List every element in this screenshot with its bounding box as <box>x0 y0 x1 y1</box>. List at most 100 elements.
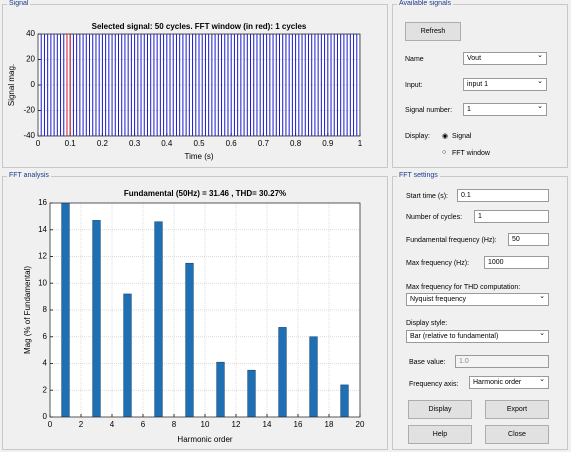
name-dropdown[interactable]: Vout <box>463 51 547 65</box>
label: Frequency axis: <box>409 381 459 388</box>
axis-dropdown[interactable]: Harmonic order <box>469 375 549 389</box>
x-tick-label: 0.2 <box>97 139 109 148</box>
radio-label: Signal <box>452 133 472 140</box>
label: Input: <box>405 82 423 89</box>
marks <box>38 34 360 136</box>
x-axis-label: Harmonic order <box>177 435 232 444</box>
display-button[interactable]: Display <box>408 400 472 419</box>
y-tick-label: 16 <box>38 198 47 207</box>
bar <box>247 369 256 417</box>
signal-line <box>63 34 71 136</box>
signal-dropdown[interactable]: 1 <box>463 102 547 116</box>
label: Name <box>405 56 424 63</box>
label: Number of cycles: <box>406 214 463 221</box>
help-button[interactable]: Help <box>408 425 472 444</box>
bar <box>123 293 132 417</box>
bar <box>185 262 194 417</box>
y-tick-label: 4 <box>43 359 48 368</box>
x-tick-label: 10 <box>201 420 210 429</box>
x-tick-label: 2 <box>79 420 84 429</box>
panel: FFT analysis <box>2 172 388 450</box>
x-tick-label: 6 <box>141 420 146 429</box>
y-tick-label: 8 <box>43 305 48 314</box>
plot-frame <box>37 33 361 137</box>
x-tick-label: 0 <box>36 139 41 148</box>
label: Display: <box>405 133 430 140</box>
y-tick-label: 14 <box>38 225 47 234</box>
x-tick-label: 1 <box>358 139 363 148</box>
y-tick-label: 0 <box>31 80 36 89</box>
marks <box>61 203 349 417</box>
close-button[interactable]: Close <box>485 425 549 444</box>
label: Display style: <box>406 320 448 327</box>
bar <box>309 336 318 417</box>
bar <box>278 327 287 417</box>
plot-frame <box>49 202 361 418</box>
chart-title: Fundamental (50Hz) = 31.46 , THD= 30.27% <box>124 189 286 198</box>
label: Max frequency for THD computation: <box>406 284 521 291</box>
label: Start time (s): <box>406 193 449 200</box>
label: Max frequency (Hz): <box>406 260 470 267</box>
bar <box>61 203 70 417</box>
chart-title: Selected signal: 50 cycles. FFT window (… <box>92 22 307 31</box>
y-tick-label: 20 <box>26 55 35 64</box>
max-freq-input[interactable]: 1000 <box>484 256 549 269</box>
x-tick-label: 16 <box>294 420 303 429</box>
y-tick-label: 10 <box>38 278 47 287</box>
input-dropdown[interactable]: input 1 <box>463 77 547 91</box>
x-tick-label: 0.8 <box>290 139 302 148</box>
radio-label: FFT window <box>452 150 490 157</box>
thd-dropdown[interactable]: Nyquist frequency <box>406 292 549 306</box>
radio-on[interactable]: ◉ <box>442 133 449 140</box>
bar <box>154 221 163 417</box>
x-tick-label: 18 <box>325 420 334 429</box>
signal-line <box>38 34 360 136</box>
panel-title: Signal <box>7 0 31 7</box>
bar <box>340 384 349 417</box>
y-tick-label: 0 <box>43 412 48 421</box>
y-tick-label: 6 <box>43 332 48 341</box>
y-tick-label: 12 <box>38 252 47 261</box>
y-axis-label: Signal mag. <box>7 64 16 106</box>
charts: Selected signal: 50 cycles. FFT window (… <box>7 22 365 444</box>
panel: Available signals <box>392 0 568 168</box>
style-dropdown[interactable]: Bar (relative to fundamental) <box>406 329 549 343</box>
bar <box>216 361 225 417</box>
x-tick-label: 0.7 <box>258 139 270 148</box>
panel-title: Available signals <box>397 0 454 7</box>
panel-title: FFT analysis <box>7 172 51 179</box>
x-tick-label: 0 <box>48 420 53 429</box>
label: Fundamental frequency (Hz): <box>406 237 497 244</box>
bar <box>92 220 101 417</box>
x-tick-label: 0.3 <box>129 139 141 148</box>
y-tick-label: -40 <box>23 131 35 140</box>
x-axis-label: Time (s) <box>184 152 213 161</box>
x-tick-label: 20 <box>356 420 365 429</box>
y-tick-label: -20 <box>23 106 35 115</box>
export-button[interactable]: Export <box>485 400 549 419</box>
x-tick-label: 0.4 <box>161 139 173 148</box>
radio-off[interactable]: ○ <box>442 149 447 156</box>
panel: FFT settings <box>392 172 568 450</box>
x-tick-label: 14 <box>263 420 272 429</box>
panel: Signal <box>2 0 388 168</box>
x-tick-label: 8 <box>172 420 177 429</box>
x-tick-label: 0.9 <box>322 139 334 148</box>
x-tick-label: 12 <box>232 420 241 429</box>
label: Base value: <box>409 359 446 366</box>
refresh-button[interactable]: Refresh <box>405 22 461 41</box>
y-tick-label: 40 <box>26 29 35 38</box>
x-tick-label: 0.5 <box>193 139 205 148</box>
base-input: 1.0 <box>455 355 549 368</box>
label: Signal number: <box>405 107 453 114</box>
start-time-input[interactable]: 0.1 <box>457 189 549 202</box>
x-tick-label: 4 <box>110 420 115 429</box>
y-tick-label: 2 <box>43 385 48 394</box>
cycles-input[interactable]: 1 <box>474 210 549 223</box>
fund-freq-input[interactable]: 50 <box>508 233 549 246</box>
y-axis-label: Mag (% of Fundamental) <box>23 266 32 354</box>
x-tick-label: 0.6 <box>226 139 238 148</box>
panel-title: FFT settings <box>397 172 440 179</box>
x-tick-label: 0.1 <box>65 139 77 148</box>
